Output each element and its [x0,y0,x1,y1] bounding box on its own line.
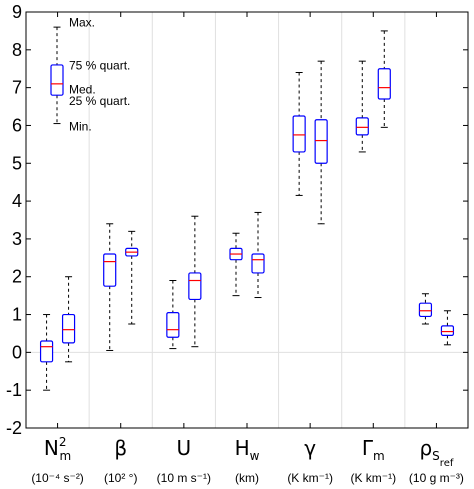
box-iqr-box [251,253,265,274]
box-iqr-box [292,115,306,153]
legend-layer: Max. 75 % quart. Med.25 % quart. Min. [50,16,130,134]
category-name: Hw [235,436,260,463]
box-iqr-box [314,119,328,164]
box-layer [39,30,455,391]
box-plot [377,30,391,128]
box-plot [103,223,117,351]
category-unit: (K km⁻¹) [350,471,396,485]
category-name: N2 m [44,435,71,463]
category-label: Hw (km) [235,436,260,485]
box-iqr-box [166,312,180,338]
box-plot [229,232,243,297]
box-plot [355,60,369,153]
box-iqr-box [377,68,391,100]
category-unit: (10⁻⁴ s⁻²) [31,471,84,485]
legend-label-q1: 25 % quart. [69,94,130,108]
y-tick-label: 5 [12,153,22,173]
category-name: Γm [362,436,385,463]
box-iqr-box [418,302,433,318]
box-plot [125,230,139,325]
box-iqr-box [103,253,117,287]
axis-layer: -2 -1 0 1 2 3 4 5 6 7 8 9 [6,2,469,438]
category-unit: (10 m s⁻¹) [157,471,211,485]
category-name: β [114,436,127,460]
legend-label-max: Max. [69,16,95,30]
box-plot [440,310,455,346]
category-unit: (10² °) [104,471,137,485]
category-name: γ [304,436,316,460]
box-iqr-box [61,313,76,344]
box-iqr-box [355,117,369,136]
label-layer: N2 m (10⁻⁴ s⁻²) β (10² °) U (10 m s⁻¹) Hw (km) γ (… [31,435,464,485]
box-iqr-box [440,325,455,336]
category-name: U [177,436,192,460]
category-name: ρSref [419,436,453,469]
legend-label-q3: 75 % quart. [69,59,130,73]
grid-layer [26,12,468,428]
legend-label-median: Med. [69,83,96,97]
y-tick-label: 6 [12,115,22,135]
box-iqr-box [188,272,202,301]
y-tick-label: -2 [6,418,22,438]
y-tick-label: 2 [12,267,22,287]
y-tick-label: 8 [12,40,22,60]
box-plot [39,314,54,391]
box-plot [418,293,433,325]
category-label: Γm (K km⁻¹) [350,436,396,485]
category-label: U (10 m s⁻¹) [157,436,211,485]
category-unit: (10 g m⁻³) [409,471,464,485]
category-label: β (10² °) [104,436,137,485]
category-unit: (K km⁻¹) [287,471,333,485]
box-plot [314,60,328,225]
y-tick-label: 3 [12,229,22,249]
box-plot [188,215,202,348]
category-label: γ (K km⁻¹) [287,436,333,485]
y-tick-label: 9 [12,2,22,22]
box-plot [166,280,180,350]
category-unit: (km) [235,471,259,485]
legend-box-iqr-box [50,64,64,96]
category-label: N2 m (10⁻⁴ s⁻²) [31,435,84,485]
box-plot [292,72,306,196]
category-label: ρSref (10 g m⁻³) [409,436,464,485]
box-plot [61,276,76,363]
legend-label-min: Min. [69,120,92,134]
y-tick-label: 7 [12,78,22,98]
y-tick-label: -1 [6,380,22,400]
y-tick-label: 4 [12,191,22,211]
box-plot [251,211,265,299]
y-tick-label: 1 [12,305,22,325]
box-iqr-box [39,340,54,363]
y-tick-label: 0 [12,342,22,362]
plot-frame [25,11,469,429]
